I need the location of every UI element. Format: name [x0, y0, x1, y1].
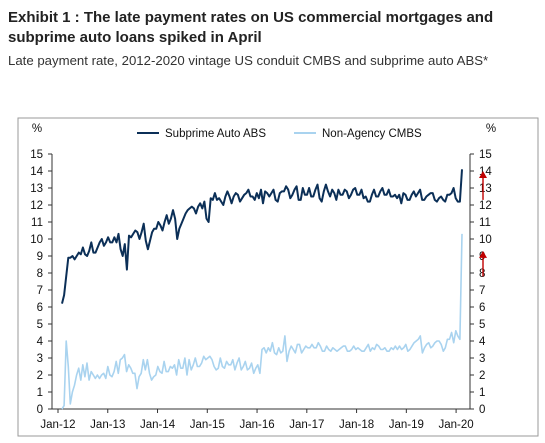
y-tick-label-right: 8 [479, 268, 485, 280]
x-tick-label: Jan-14 [140, 419, 176, 431]
up-arrow-auto-head [479, 171, 487, 178]
y-tick-label-left: 5 [37, 319, 43, 331]
y-tick-label-left: 9 [37, 251, 43, 263]
x-tick-label: Jan-12 [40, 419, 75, 431]
x-tick-label: Jan-17 [289, 419, 324, 431]
y-tick-label-left: 14 [30, 166, 43, 178]
y-tick-label-right: 0 [479, 404, 485, 416]
legend: Subprime Auto ABS Non-Agency CMBS [137, 128, 422, 140]
y-tick-label-right: 7 [479, 285, 485, 297]
y-tick-label-right: 12 [479, 200, 492, 212]
y-tick-label-left: 4 [37, 336, 44, 348]
y-tick-label-left: 7 [37, 285, 43, 297]
y-tick-label-right: 3 [479, 353, 485, 365]
series-group [61, 169, 463, 410]
y-tick-label-right: 6 [479, 302, 485, 314]
up-arrow-cmbs-head [479, 250, 487, 258]
y-tick-label-right: 11 [479, 217, 491, 229]
chart-title: Exhibit 1 : The late payment rates on US… [8, 8, 538, 48]
series-line-non-agency-cmbs [61, 233, 463, 410]
title-line-1: Exhibit 1 : The late payment rates on US… [8, 9, 494, 26]
x-tick-label: Jan-15 [190, 419, 225, 431]
x-tick-label: Jan-16 [239, 419, 274, 431]
y-tick-label-right: 4 [479, 336, 486, 348]
y-tick-label-right: 5 [479, 319, 485, 331]
y-tick-label-left: 10 [30, 234, 43, 246]
y-tick-label-left: 1 [37, 387, 43, 399]
y-tick-label-left: 3 [37, 353, 43, 365]
y-tick-label-right: 2 [479, 370, 485, 382]
y-tick-label-left: 0 [37, 404, 43, 416]
title-line-2: subprime auto loans spiked in April [8, 29, 262, 46]
y-tick-label-right: 15 [479, 149, 492, 161]
y-tick-label-left: 11 [31, 217, 43, 229]
x-tick-label: Jan-19 [389, 419, 424, 431]
y-axis-unit-right: % [486, 123, 496, 135]
y-tick-label-left: 15 [30, 149, 43, 161]
plot-frame [17, 117, 539, 437]
y-axis-unit-left: % [32, 123, 42, 135]
y-tick-label-left: 2 [37, 370, 43, 382]
axes: 0011223344556677889910101111121213131414… [30, 123, 496, 431]
x-tick-label: Jan-18 [339, 419, 374, 431]
y-tick-label-right: 13 [479, 183, 492, 195]
legend-label-non-agency-cmbs: Non-Agency CMBS [322, 128, 422, 140]
y-tick-label-left: 6 [37, 302, 43, 314]
annotation-arrows [479, 171, 487, 277]
legend-label-subprime-auto-abs: Subprime Auto ABS [165, 128, 266, 140]
y-tick-label-left: 12 [30, 200, 43, 212]
series-line-subprime-auto-abs [61, 169, 463, 304]
y-tick-label-right: 1 [479, 387, 485, 399]
chart-subtitle: Late payment rate, 2012-2020 vintage US … [8, 53, 489, 68]
x-tick-label: Jan-13 [90, 419, 125, 431]
y-tick-label-right: 10 [479, 234, 492, 246]
y-tick-label-left: 8 [37, 268, 43, 280]
x-tick-label: Jan-20 [439, 419, 474, 431]
y-tick-label-left: 13 [30, 183, 43, 195]
